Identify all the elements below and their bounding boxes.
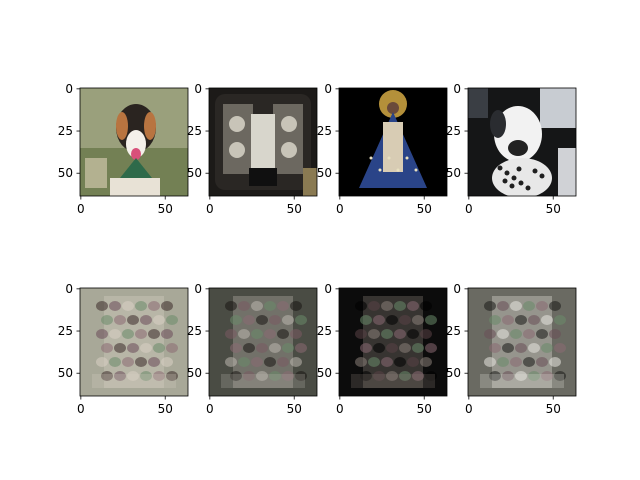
image-panel-r1-c0: 0 50 0 25 50 bbox=[58, 282, 189, 416]
image-grid: 0 50 0 25 50 0 50 0 25 50 0 50 0 25 50 0 50 0 25 50 0 50 0 25 50… bbox=[58, 82, 577, 416]
y-tick-label: 25 bbox=[58, 324, 73, 338]
panel-image bbox=[468, 88, 576, 196]
y-tick-label: 0 bbox=[194, 82, 202, 96]
y-tick-label: 25 bbox=[187, 324, 202, 338]
x-tick-label: 0 bbox=[77, 402, 85, 416]
y-tick-label: 50 bbox=[187, 166, 202, 180]
image-panel-r0-c1: 0 50 0 25 50 bbox=[187, 82, 318, 216]
x-tick-label: 50 bbox=[287, 202, 302, 216]
y-tick-label: 0 bbox=[324, 82, 332, 96]
y-tick-label: 0 bbox=[65, 282, 73, 296]
panel-image bbox=[209, 288, 317, 396]
panel-image bbox=[80, 88, 188, 196]
x-tick-label: 50 bbox=[417, 402, 432, 416]
x-tick-label: 50 bbox=[158, 202, 173, 216]
x-tick-label: 0 bbox=[206, 202, 214, 216]
panel-image bbox=[209, 88, 317, 196]
y-tick-label: 0 bbox=[453, 82, 461, 96]
y-tick-label: 25 bbox=[317, 124, 332, 138]
axes-frame bbox=[467, 87, 577, 197]
y-tick-label: 0 bbox=[324, 282, 332, 296]
axes-frame bbox=[208, 287, 318, 397]
x-tick-label: 0 bbox=[336, 402, 344, 416]
axes-frame bbox=[79, 87, 189, 197]
y-tick-label: 50 bbox=[187, 366, 202, 380]
image-panel-r0-c3: 0 50 0 25 50 bbox=[446, 82, 577, 216]
panel-image bbox=[339, 288, 447, 396]
y-tick-label: 50 bbox=[446, 366, 461, 380]
panel-image bbox=[339, 88, 447, 196]
y-tick-label: 0 bbox=[65, 82, 73, 96]
panel-image bbox=[468, 288, 576, 396]
x-tick-label: 0 bbox=[465, 402, 473, 416]
axes-frame bbox=[79, 287, 189, 397]
axes-frame bbox=[208, 87, 318, 197]
y-tick-label: 0 bbox=[453, 282, 461, 296]
panel-image bbox=[80, 288, 188, 396]
axes-frame bbox=[338, 87, 448, 197]
x-tick-label: 0 bbox=[336, 202, 344, 216]
y-tick-label: 50 bbox=[317, 366, 332, 380]
y-tick-label: 25 bbox=[317, 324, 332, 338]
x-tick-label: 50 bbox=[287, 402, 302, 416]
x-tick-label: 50 bbox=[417, 202, 432, 216]
y-tick-label: 25 bbox=[187, 124, 202, 138]
x-tick-label: 50 bbox=[158, 402, 173, 416]
image-panel-r0-c0: 0 50 0 25 50 bbox=[58, 82, 189, 216]
x-tick-label: 50 bbox=[546, 402, 561, 416]
axes-frame bbox=[467, 287, 577, 397]
axes-frame bbox=[338, 287, 448, 397]
x-tick-label: 0 bbox=[465, 202, 473, 216]
image-panel-r0-c2: 0 50 0 25 50 bbox=[317, 82, 448, 216]
image-panel-r1-c2: 0 50 0 25 50 bbox=[317, 282, 448, 416]
image-panel-r1-c1: 0 50 0 25 50 bbox=[187, 282, 318, 416]
y-tick-label: 50 bbox=[58, 366, 73, 380]
y-tick-label: 25 bbox=[58, 124, 73, 138]
y-tick-label: 0 bbox=[194, 282, 202, 296]
y-tick-label: 50 bbox=[446, 166, 461, 180]
x-tick-label: 50 bbox=[546, 202, 561, 216]
x-tick-label: 0 bbox=[77, 202, 85, 216]
y-tick-label: 25 bbox=[446, 124, 461, 138]
y-tick-label: 50 bbox=[58, 166, 73, 180]
y-tick-label: 50 bbox=[317, 166, 332, 180]
image-panel-r1-c3: 0 50 0 25 50 bbox=[446, 282, 577, 416]
y-tick-label: 25 bbox=[446, 324, 461, 338]
x-tick-label: 0 bbox=[206, 402, 214, 416]
